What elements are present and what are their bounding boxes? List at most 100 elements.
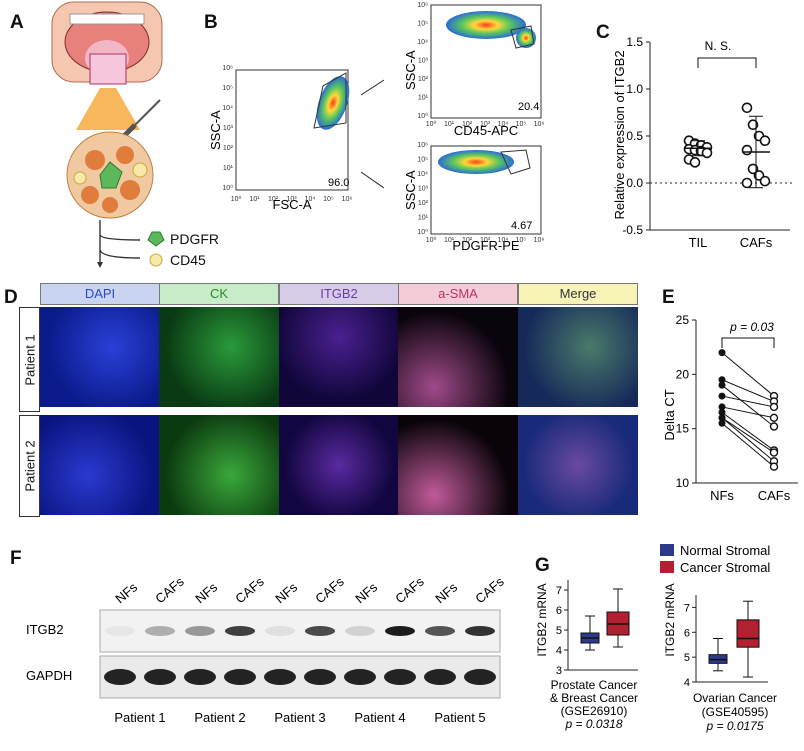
p3-ytick: 10⁶ xyxy=(417,142,428,149)
itgb2-band xyxy=(225,626,255,636)
c-point-CAFs xyxy=(741,177,753,189)
c-point-CAFs xyxy=(741,102,753,114)
patient-label: Patient 1 xyxy=(114,710,165,725)
header-itgb2: ITGB2 xyxy=(279,283,399,305)
panel-label-c: C xyxy=(596,22,610,43)
p2-xtick: 10⁴ xyxy=(498,121,509,128)
panel-c-chart: Relative expression of ITGB2 -0.5 0.0 0.5 1… xyxy=(612,35,795,250)
p3-ytick: 10⁴ xyxy=(417,171,428,178)
g1-ytick-label: 6 xyxy=(556,605,562,617)
plot1-xlabel: FSC-A xyxy=(273,197,312,212)
p3-xtick: 10⁵ xyxy=(516,237,527,244)
p2-ytick: 10⁴ xyxy=(417,39,428,46)
e-pair-line xyxy=(721,422,775,468)
p3-ytick: 10⁰ xyxy=(417,228,428,236)
gapdh-band xyxy=(304,669,336,685)
header-dapi: DAPI xyxy=(40,283,160,305)
panel-label-e: E xyxy=(662,287,675,308)
e-point-nf xyxy=(718,392,726,400)
p1-ytick: 10⁰ xyxy=(222,184,233,192)
g2-caption: p = 0.0175 xyxy=(705,719,763,733)
legend-normal: Normal Stromal xyxy=(680,543,770,558)
e-pair-line xyxy=(721,417,775,462)
gapdh-band xyxy=(384,669,416,685)
gate-value-1: 96.0 xyxy=(328,177,349,189)
e-sig-bracket xyxy=(721,337,775,348)
flow-plot-3 xyxy=(430,145,542,235)
e-point-nf xyxy=(718,408,726,416)
e-point-nf xyxy=(718,414,726,422)
row-label-patient1: Patient 1 xyxy=(19,307,40,412)
lane-label-cafs: CAFs xyxy=(392,574,427,607)
p2-ytick: 10² xyxy=(418,76,429,83)
p3-xtick: 10² xyxy=(462,237,473,244)
p2-xtick: 10³ xyxy=(480,121,491,128)
g1-caption: (GSE26910) xyxy=(561,704,628,718)
image-ck-p1 xyxy=(159,307,279,407)
p3-xtick: 10⁴ xyxy=(498,237,509,244)
image-ck-p2 xyxy=(159,415,279,515)
panel-label-g: G xyxy=(535,555,550,576)
arrow-down xyxy=(360,171,385,189)
c-ytick-label: 1.0 xyxy=(626,82,643,96)
lane-label-cafs: CAFs xyxy=(152,574,187,607)
itgb2-band xyxy=(425,626,455,636)
patient-label: Patient 2 xyxy=(194,710,245,725)
image-itgb2-p2 xyxy=(279,415,399,515)
lane-label-cafs: CAFs xyxy=(312,574,347,607)
header-ck: CK xyxy=(159,283,279,305)
cd45-label: CD45 xyxy=(170,252,206,268)
gapdh-band xyxy=(184,669,216,685)
pdgfr-cell-icon xyxy=(147,231,165,247)
e-xtick-CAFs: CAFs xyxy=(758,488,791,503)
gapdh-band xyxy=(264,669,296,685)
gate-value-2: 20.4 xyxy=(518,101,539,113)
row-label-patient2: Patient 2 xyxy=(19,415,40,517)
g1-ytick-label: 4 xyxy=(556,645,562,657)
e-point-nf xyxy=(718,349,726,357)
p3-ytick: 10³ xyxy=(418,186,429,193)
p1-xtick: 10² xyxy=(268,196,279,203)
legend-cancer-swatch xyxy=(660,561,674,573)
e-point-caf xyxy=(769,462,779,471)
p1-xtick: 10⁰ xyxy=(231,195,242,203)
pdgfr-label: PDGFR xyxy=(170,231,219,247)
p2-xtick: 10² xyxy=(462,121,473,128)
g2-caption: (GSE40595) xyxy=(702,705,769,719)
p2-ytick: 10⁵ xyxy=(417,21,428,28)
itgb2-band xyxy=(345,626,375,636)
arrow-up xyxy=(360,79,385,96)
gapdh-band xyxy=(344,669,376,685)
e-point-nf xyxy=(718,403,726,411)
e-pair-line xyxy=(721,411,775,451)
panel-a-illustration xyxy=(51,1,165,268)
p1-xtick: 10³ xyxy=(286,196,297,203)
cd45-cell-icon xyxy=(149,253,163,267)
flow-plot-1 xyxy=(235,69,350,191)
patient-label: Patient 5 xyxy=(434,710,485,725)
c-point-CAFs xyxy=(747,119,759,131)
plot2-xlabel: CD45-APC xyxy=(454,123,518,138)
e-pair-line xyxy=(721,406,775,419)
image-merge-p1 xyxy=(518,307,638,407)
e-point-nf xyxy=(718,381,726,389)
panel-g-chart: Normal Stromal Cancer Stromal ITGB2 mRNA… xyxy=(535,543,777,733)
panel-label-d: D xyxy=(4,287,18,308)
p1-ytick: 10⁶ xyxy=(222,65,233,72)
g2-ytick-label: 5 xyxy=(684,652,690,664)
p2-xtick: 10¹ xyxy=(444,121,455,128)
p2-xtick: 10⁶ xyxy=(534,121,545,128)
p1-ytick: 10³ xyxy=(223,125,234,132)
g1-ytick-label: 5 xyxy=(556,625,562,637)
g2-ytick-label: 6 xyxy=(684,627,690,639)
e-point-nf xyxy=(718,376,726,384)
p2-ytick: 10³ xyxy=(418,58,429,65)
panel-label-a: A xyxy=(10,12,24,33)
g2-caption: Ovarian Cancer xyxy=(693,691,777,705)
p1-ytick: 10⁵ xyxy=(222,85,233,92)
g2-ytick-label: 4 xyxy=(684,677,690,689)
c-point-TIL xyxy=(689,157,701,168)
plot1-ylabel: SSC-A xyxy=(208,110,223,150)
e-pair-line xyxy=(721,352,775,397)
g2-ytick-label: 7 xyxy=(684,602,690,614)
